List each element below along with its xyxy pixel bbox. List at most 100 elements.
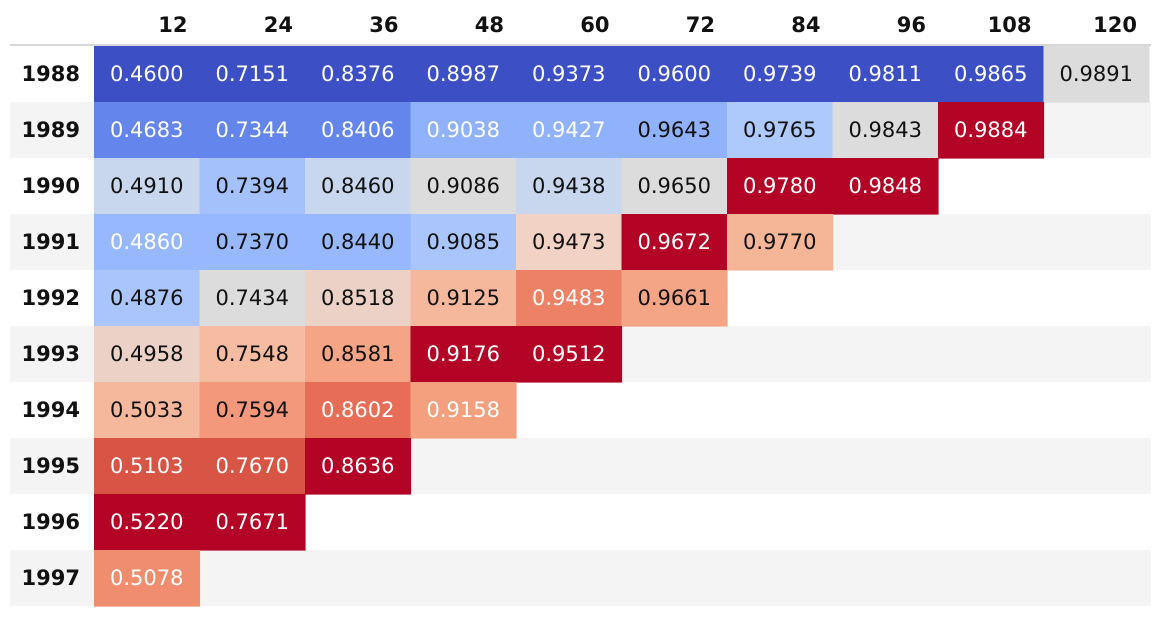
heatmap-cell bbox=[621, 158, 728, 215]
cell-value: 0.7344 bbox=[216, 118, 289, 142]
heatmap-cell bbox=[199, 270, 306, 327]
row-headers: 1988 1989 1990 1991 1992 1993 1994 1995 1996 1997 bbox=[22, 62, 80, 590]
row-stripe bbox=[10, 550, 1151, 606]
cell-value: 0.9125 bbox=[427, 286, 500, 310]
cell-value: 0.8987 bbox=[427, 62, 500, 86]
heatmap-cell bbox=[94, 158, 201, 215]
row-header: 1996 bbox=[22, 510, 80, 534]
column-header: 48 bbox=[475, 13, 504, 37]
heatmap-cell bbox=[94, 382, 201, 439]
cell-value: 0.9650 bbox=[638, 174, 711, 198]
column-header: 108 bbox=[988, 13, 1032, 37]
heatmap-cell bbox=[410, 158, 517, 215]
heatmap-cell bbox=[410, 214, 517, 271]
cell-value: 0.4910 bbox=[110, 174, 183, 198]
cell-value: 0.9843 bbox=[849, 118, 922, 142]
heatmap-cell bbox=[305, 46, 412, 103]
cell-value: 0.7434 bbox=[216, 286, 289, 310]
heatmap-cell bbox=[621, 102, 728, 159]
heatmap-cell bbox=[727, 158, 834, 215]
heatmap-cell bbox=[938, 102, 1045, 159]
heatmap-cell bbox=[199, 326, 306, 383]
heatmap-cell bbox=[94, 46, 201, 103]
heatmap-cell bbox=[621, 46, 728, 103]
cell-value: 0.9848 bbox=[849, 174, 922, 198]
heatmap-cell bbox=[832, 46, 939, 103]
cell-value: 0.9672 bbox=[638, 230, 711, 254]
cell-value: 0.9811 bbox=[849, 62, 922, 86]
heatmap-cell bbox=[94, 550, 201, 607]
cell-value: 0.5103 bbox=[110, 454, 183, 478]
cell-value: 0.8460 bbox=[321, 174, 394, 198]
heatmap-cell bbox=[410, 102, 517, 159]
heatmap-cell bbox=[94, 326, 201, 383]
heatmap-cell bbox=[621, 214, 728, 271]
heatmap-cell bbox=[832, 102, 939, 159]
column-header: 12 bbox=[158, 13, 187, 37]
cell-value: 0.9176 bbox=[427, 342, 500, 366]
cell-value: 0.9512 bbox=[532, 342, 605, 366]
cell-value: 0.7671 bbox=[216, 510, 289, 534]
cell-value: 0.4876 bbox=[110, 286, 183, 310]
column-header: 96 bbox=[897, 13, 926, 37]
heatmap-cell bbox=[199, 438, 306, 495]
heatmap-cell bbox=[832, 158, 939, 215]
cell-value: 0.8581 bbox=[321, 342, 394, 366]
cell-value: 0.7548 bbox=[216, 342, 289, 366]
heatmap-cell bbox=[305, 102, 412, 159]
cell-value: 0.8602 bbox=[321, 398, 394, 422]
heatmap-cell bbox=[94, 494, 201, 551]
cell-value: 0.7394 bbox=[216, 174, 289, 198]
column-header: 60 bbox=[580, 13, 609, 37]
cell-value: 0.9600 bbox=[638, 62, 711, 86]
cell-value: 0.9770 bbox=[743, 230, 816, 254]
row-header: 1993 bbox=[22, 342, 80, 366]
cell-value: 0.7670 bbox=[216, 454, 289, 478]
cell-value: 0.9373 bbox=[532, 62, 605, 86]
cell-value: 0.9483 bbox=[532, 286, 605, 310]
heatmap-cell bbox=[305, 326, 412, 383]
column-header: 120 bbox=[1093, 13, 1137, 37]
cell-value: 0.8518 bbox=[321, 286, 394, 310]
cell-value: 0.5220 bbox=[110, 510, 183, 534]
heatmap-cells: 0.4600 0.7151 0.8376 0.8987 0.9373 0.9600 0.97… bbox=[94, 46, 1150, 607]
cell-value: 0.9765 bbox=[743, 118, 816, 142]
heatmap-cell bbox=[199, 102, 306, 159]
cell-value: 0.9661 bbox=[638, 286, 711, 310]
heatmap-cell bbox=[94, 214, 201, 271]
heatmap-cell bbox=[199, 158, 306, 215]
cell-value: 0.9086 bbox=[427, 174, 500, 198]
heatmap-cell bbox=[305, 438, 412, 495]
cell-value: 0.8376 bbox=[321, 62, 394, 86]
heatmap-cell bbox=[516, 102, 623, 159]
row-header: 1992 bbox=[22, 286, 80, 310]
row-header: 1989 bbox=[22, 118, 80, 142]
heatmap-cell bbox=[199, 494, 306, 551]
cell-value: 0.9427 bbox=[532, 118, 605, 142]
cell-value: 0.4600 bbox=[110, 62, 183, 86]
row-header: 1990 bbox=[22, 174, 80, 198]
cell-value: 0.9891 bbox=[1060, 62, 1133, 86]
cell-value: 0.7151 bbox=[216, 62, 289, 86]
heatmap-cell bbox=[94, 438, 201, 495]
cell-value: 0.9038 bbox=[427, 118, 500, 142]
heatmap-cell bbox=[305, 270, 412, 327]
cell-value: 0.4860 bbox=[110, 230, 183, 254]
cell-value: 0.9085 bbox=[427, 230, 500, 254]
cell-value: 0.7594 bbox=[216, 398, 289, 422]
heatmap-cell bbox=[199, 46, 306, 103]
cell-value: 0.9884 bbox=[954, 118, 1027, 142]
heatmap-cell bbox=[516, 270, 623, 327]
cell-value: 0.9158 bbox=[427, 398, 500, 422]
cell-value: 0.4958 bbox=[110, 342, 183, 366]
cell-value: 0.9865 bbox=[954, 62, 1027, 86]
heatmap-cell bbox=[305, 158, 412, 215]
cell-value: 0.9739 bbox=[743, 62, 816, 86]
cell-value: 0.8636 bbox=[321, 454, 394, 478]
column-header: 84 bbox=[791, 13, 820, 37]
heatmap-cell bbox=[410, 46, 517, 103]
column-header: 36 bbox=[369, 13, 398, 37]
heatmap-cell bbox=[516, 326, 623, 383]
heatmap-cell bbox=[938, 46, 1045, 103]
cell-value: 0.4683 bbox=[110, 118, 183, 142]
